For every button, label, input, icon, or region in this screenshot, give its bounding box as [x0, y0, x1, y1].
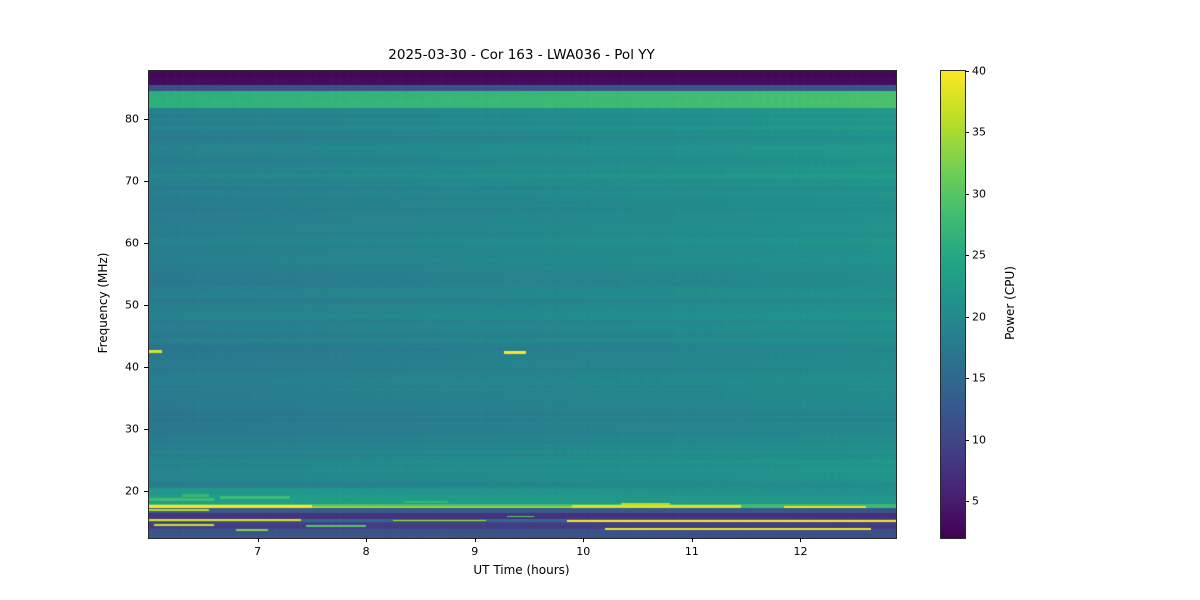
chart-title: 2025-03-30 - Cor 163 - LWA036 - Pol YY: [388, 47, 655, 63]
colorbar-tick-label: 20: [972, 310, 986, 324]
plot-area: 7 8 9 10 11 12 20 30 40 50 60 70 80: [125, 70, 897, 558]
x-tick-label: 11: [684, 545, 699, 558]
spectrogram-canvas: [149, 71, 896, 538]
colorbar-tick-label: 30: [972, 187, 986, 201]
x-tick-mark: [474, 538, 476, 542]
y-tick-mark: [144, 242, 149, 244]
x-tick-label: 10: [576, 545, 591, 558]
y-tick-label: 50: [125, 298, 139, 312]
colorbar-tick-label: 25: [972, 248, 986, 262]
y-tick-label: 70: [125, 174, 139, 188]
x-axis-label: UT Time (hours): [473, 563, 570, 577]
colorbar-tick-mark: [965, 501, 969, 503]
y-tick-label: 80: [125, 112, 139, 126]
colorbar-tick-mark: [965, 378, 969, 380]
y-tick-label: 20: [125, 484, 139, 498]
colorbar-tick-label: 5: [972, 494, 979, 508]
x-tick-mark: [583, 538, 585, 542]
y-tick-label: 30: [125, 422, 139, 436]
colorbar-tick-label: 10: [972, 433, 986, 447]
y-tick-mark: [144, 118, 149, 120]
colorbar-tick-mark: [965, 255, 969, 257]
colorbar-tick-mark: [965, 132, 969, 134]
y-tick-mark: [144, 304, 149, 306]
colorbar-tick-mark: [965, 71, 969, 72]
colorbar-tick-mark: [965, 316, 969, 318]
x-tick-label: 7: [254, 545, 262, 558]
x-tick-label: 8: [362, 545, 370, 558]
colorbar-label: Power (CPU): [1003, 266, 1017, 340]
x-tick-mark: [366, 538, 368, 542]
colorbar-tick-label: 35: [972, 125, 986, 139]
x-tick-mark: [800, 538, 802, 542]
colorbar-tick-label: 40: [972, 64, 986, 78]
colorbar-canvas: [941, 71, 965, 538]
y-tick-mark: [144, 367, 149, 369]
colorbar-tick-mark: [965, 193, 969, 195]
x-tick-label: 12: [793, 545, 808, 558]
y-tick-mark: [144, 491, 149, 493]
x-tick-mark: [257, 538, 259, 542]
y-tick-mark: [144, 429, 149, 431]
x-tick-mark: [691, 538, 693, 542]
y-tick-label: 40: [125, 360, 139, 374]
colorbar-tick-mark: [965, 439, 969, 441]
colorbar: 5 10 15 20 25 30 35 40: [940, 65, 986, 539]
y-tick-label: 60: [125, 236, 139, 250]
colorbar-tick-label: 15: [972, 371, 986, 385]
x-tick-label: 9: [471, 545, 479, 558]
y-tick-mark: [144, 180, 149, 182]
